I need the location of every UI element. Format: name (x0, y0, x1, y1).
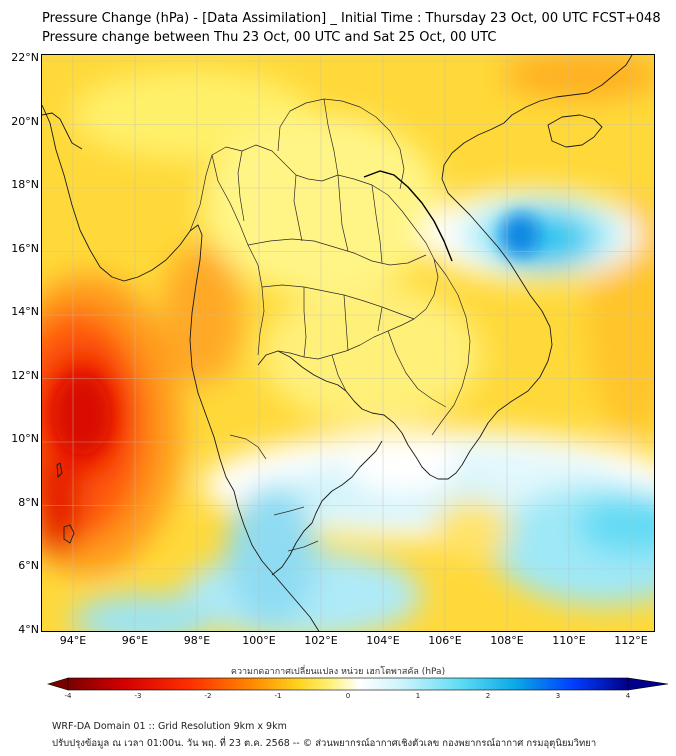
chart-subtitle: Pressure change between Thu 23 Oct, 00 U… (42, 30, 497, 45)
colorbar-tick-2: 2 (485, 692, 491, 700)
pressure-field (42, 55, 654, 631)
footer-update-info: ปรับปรุงข้อมูล ณ เวลา 01:00น. วัน พฤ. ที… (52, 738, 597, 749)
lat-tick-22: 22°N (11, 51, 39, 64)
colorbar-tick-3: 3 (555, 692, 561, 700)
colorbar-tick-minus2: -2 (204, 692, 212, 700)
pressure-change-map (41, 54, 655, 632)
colorbar (46, 677, 669, 691)
colorbar-tick-minus1: -1 (274, 692, 282, 700)
colorbar-tick-4: 4 (625, 692, 631, 700)
lon-tick-98: 98°E (183, 634, 211, 647)
colorbar-left-arrow (46, 677, 69, 691)
lat-tick-14: 14°N (11, 305, 39, 318)
lat-tick-10: 10°N (11, 432, 39, 445)
colorbar-right-arrow (627, 677, 669, 691)
colorbar-tick-minus4: -4 (64, 692, 72, 700)
colorbar-label: ความกดอากาศเปลี่ยนแปลง หน่วย เฮกโตพาสคัล… (230, 667, 446, 677)
pressure-field-core (54, 213, 540, 455)
colorbar-gradient (67, 677, 629, 691)
footer-model-info: WRF-DA Domain 01 :: Grid Resolution 9km … (52, 721, 287, 732)
country-boundaries (363, 170, 453, 262)
lon-tick-106: 106°E (428, 634, 462, 647)
lon-tick-108: 108°E (490, 634, 524, 647)
lon-tick-112: 112°E (614, 634, 648, 647)
lon-tick-94: 94°E (59, 634, 87, 647)
chart-title: Pressure Change (hPa) - [Data Assimilati… (42, 11, 661, 26)
lat-tick-18: 18°N (11, 178, 39, 191)
lon-tick-100: 100°E (242, 634, 276, 647)
lat-tick-8: 8°N (18, 496, 39, 509)
lon-tick-110: 110°E (552, 634, 586, 647)
lat-tick-12: 12°N (11, 369, 39, 382)
lat-tick-20: 20°N (11, 115, 39, 128)
colorbar-tick-1: 1 (415, 692, 421, 700)
lon-tick-102: 102°E (304, 634, 338, 647)
province-boundaries (189, 98, 471, 552)
lat-tick-16: 16°N (11, 242, 39, 255)
gridlines (42, 55, 654, 631)
lat-tick-6: 6°N (18, 559, 39, 572)
coastlines (42, 55, 633, 631)
lon-tick-96: 96°E (121, 634, 149, 647)
lat-tick-4: 4°N (18, 623, 39, 636)
lon-tick-104: 104°E (366, 634, 400, 647)
colorbar-tick-0: 0 (345, 692, 351, 700)
colorbar-tick-minus3: -3 (134, 692, 142, 700)
